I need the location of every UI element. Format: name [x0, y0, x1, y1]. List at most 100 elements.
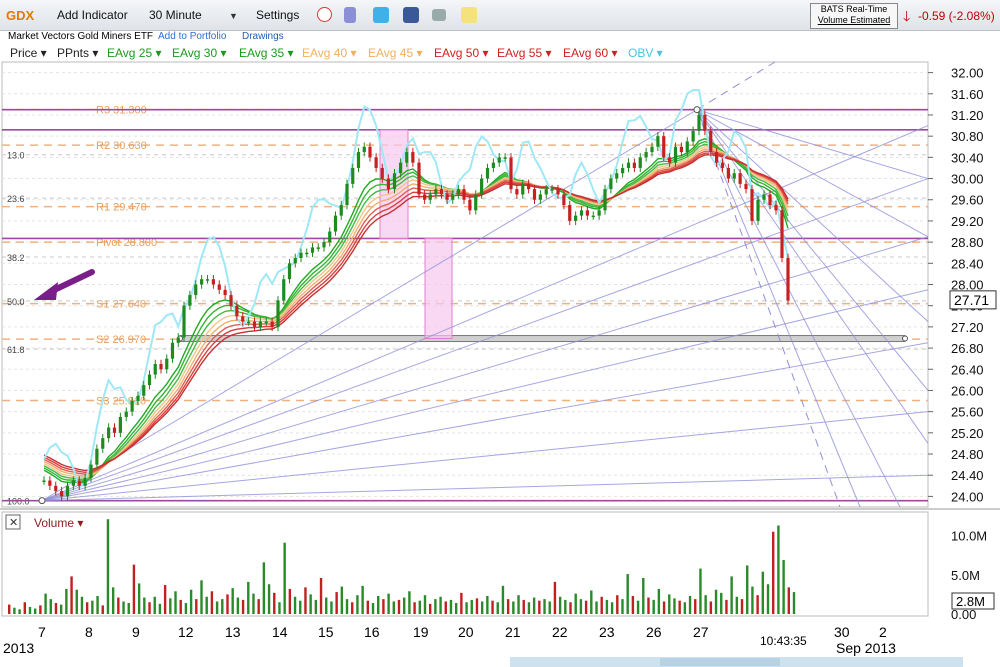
price-candle: [142, 385, 146, 396]
add-to-portfolio-link[interactable]: Add to Portfolio: [158, 31, 227, 42]
pivot-label: R2 30.630: [96, 140, 147, 152]
price-candle: [621, 167, 625, 174]
volume-bar: [335, 592, 338, 614]
y-tick-label: 31.20: [951, 108, 984, 123]
price-candle: [474, 194, 478, 211]
volume-bar: [595, 601, 598, 614]
volume-bar: [257, 599, 260, 614]
price-candle: [615, 173, 619, 179]
volume-bar: [44, 593, 47, 614]
volume-bar: [772, 531, 775, 614]
indicator-price[interactable]: Price ▾: [10, 46, 47, 60]
facebook-icon[interactable]: [403, 7, 419, 23]
volume-bar: [200, 580, 203, 614]
indicator-eavg-50[interactable]: EAvg 50 ▾: [434, 46, 489, 60]
volume-bar: [522, 599, 525, 614]
volume-bar: [761, 571, 765, 614]
price-candle: [147, 374, 152, 386]
book-icon[interactable]: [344, 7, 356, 23]
note-icon[interactable]: [461, 7, 477, 23]
volume-bar: [304, 587, 307, 614]
settings-button[interactable]: Settings: [256, 8, 300, 22]
volume-bar: [184, 603, 188, 614]
indicator-eavg-30[interactable]: EAvg 30 ▾: [172, 46, 227, 60]
twitter-icon[interactable]: [373, 7, 389, 23]
y-tick-label: 29.60: [951, 193, 984, 208]
volume-bar: [642, 577, 645, 614]
alarm-clock-icon[interactable]: [317, 7, 332, 22]
price-candle: [153, 363, 157, 375]
ticker-symbol[interactable]: GDX: [6, 8, 35, 23]
volume-bar: [699, 568, 702, 614]
indicator-eavg-25[interactable]: EAvg 25 ▾: [107, 46, 162, 60]
fib-label: 38.2: [7, 253, 25, 263]
price-candle: [287, 263, 292, 280]
indicator-obv[interactable]: OBV ▾: [628, 46, 663, 60]
camera-icon[interactable]: [432, 9, 446, 21]
volume-bar: [600, 596, 603, 614]
volume-bar: [501, 585, 505, 614]
volume-bar: [517, 595, 520, 614]
x-tick-label: 16: [364, 624, 380, 640]
indicator-eavg-40[interactable]: EAvg 40 ▾: [302, 46, 357, 60]
indicator-eavg-60[interactable]: EAvg 60 ▾: [563, 46, 618, 60]
price-candle: [130, 401, 134, 412]
fan-line: [696, 109, 929, 180]
volume-bar: [413, 602, 416, 614]
indicator-eavg-45[interactable]: EAvg 45 ▾: [368, 46, 423, 60]
volume-bar: [735, 596, 739, 614]
price-candle: [333, 215, 338, 232]
support-node: [902, 335, 908, 342]
indicator-ppnts[interactable]: PPnts ▾: [57, 46, 99, 60]
fan-line: [696, 109, 929, 322]
volume-bar: [65, 588, 68, 614]
x-tick-label: 15: [318, 624, 334, 640]
indicator-eavg-55[interactable]: EAvg 55 ▾: [497, 46, 552, 60]
price-candle: [48, 480, 52, 486]
volume-bar: [777, 525, 780, 614]
fan-line: [41, 178, 929, 502]
fib-label: 13.0: [7, 151, 25, 161]
volume-bar: [122, 601, 125, 614]
price-candle: [434, 189, 438, 195]
price-candle: [95, 448, 99, 465]
add-indicator-button[interactable]: Add Indicator: [57, 8, 128, 22]
price-candle: [264, 321, 268, 324]
volume-bar: [111, 587, 115, 614]
y-tick-label: 25.60: [951, 405, 984, 420]
price-candle: [411, 152, 415, 163]
price-candle: [345, 183, 349, 206]
x-tick-label: 14: [272, 624, 288, 640]
drawings-link[interactable]: Drawings: [242, 31, 284, 42]
volume-bar: [54, 603, 58, 614]
fan-line: [696, 109, 929, 444]
volume-bar: [314, 599, 318, 614]
price-candle: [774, 205, 778, 211]
price-candle: [374, 157, 378, 168]
chart-toolbar: GDX Add Indicator 30 Minute ▼ Settings B…: [0, 0, 1000, 31]
price-candle: [386, 178, 390, 190]
interval-select[interactable]: 30 Minute: [149, 8, 202, 22]
volume-bar: [486, 595, 489, 614]
fan-line: [696, 109, 901, 508]
y-tick-label: 26.40: [951, 362, 984, 377]
price-candle: [521, 183, 525, 195]
fan-line: [41, 474, 929, 502]
price-candle: [107, 427, 111, 439]
x-tick-label: 20: [458, 624, 474, 640]
y-tick-label: 31.60: [951, 87, 984, 102]
fan-line-dashed: [696, 61, 776, 111]
volume-bar: [714, 589, 718, 614]
fib-label: 23.6: [7, 194, 25, 204]
volume-bar: [189, 589, 193, 614]
volume-bar: [631, 595, 635, 614]
price-candle: [205, 279, 210, 281]
volume-bar: [397, 599, 401, 614]
price-candle: [780, 210, 784, 259]
chevron-down-icon[interactable]: ▼: [229, 11, 238, 21]
y-tick-label: 24.00: [951, 489, 984, 504]
price-candle: [282, 279, 286, 301]
fib-label: 100.0: [7, 497, 30, 507]
volume-bar: [293, 596, 297, 614]
indicator-eavg-35[interactable]: EAvg 35 ▾: [239, 46, 294, 60]
